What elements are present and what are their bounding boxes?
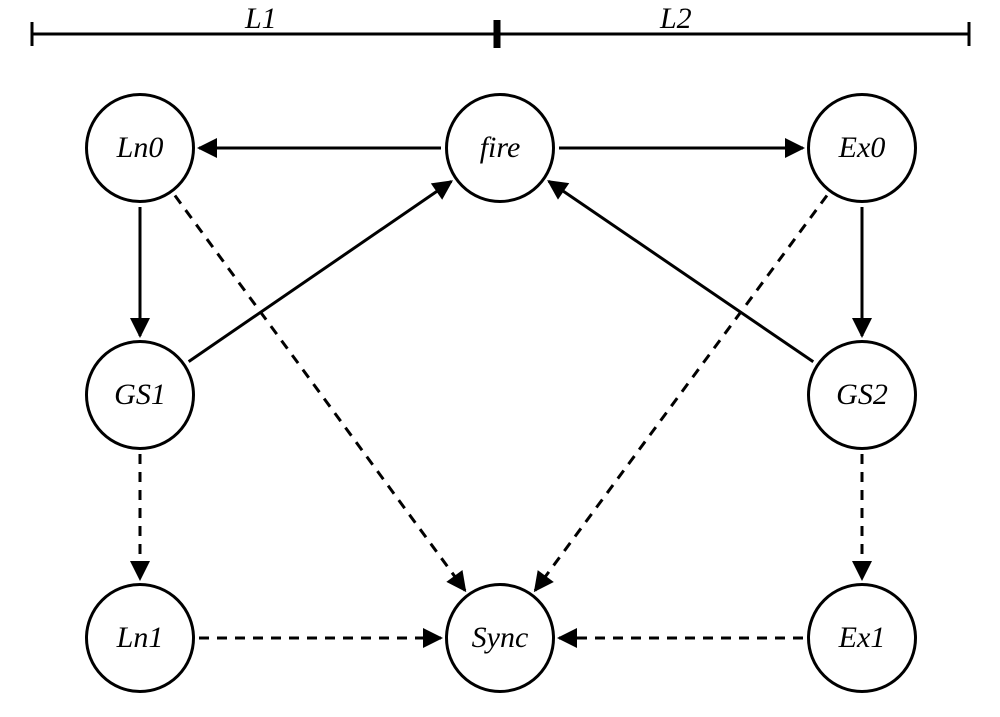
node-label: Sync [472,621,529,655]
node-label: fire [480,131,521,165]
node-ln0: Ln0 [85,93,195,203]
node-gs1: GS1 [85,340,195,450]
node-fire: fire [445,93,555,203]
node-label: Ln0 [117,131,164,165]
node-label: Ln1 [117,621,164,655]
node-label: GS1 [114,378,166,412]
node-sync: Sync [445,583,555,693]
node-gs2: GS2 [807,340,917,450]
node-label: Ex1 [839,621,886,655]
diagram-canvas: L1 L2 Ln0 fire Ex0 GS1 GS2 Ln1 Sync Ex1 [0,0,1000,717]
node-ln1: Ln1 [85,583,195,693]
node-ex0: Ex0 [807,93,917,203]
node-label: GS2 [836,378,888,412]
node-ex1: Ex1 [807,583,917,693]
node-label: Ex0 [839,131,886,165]
